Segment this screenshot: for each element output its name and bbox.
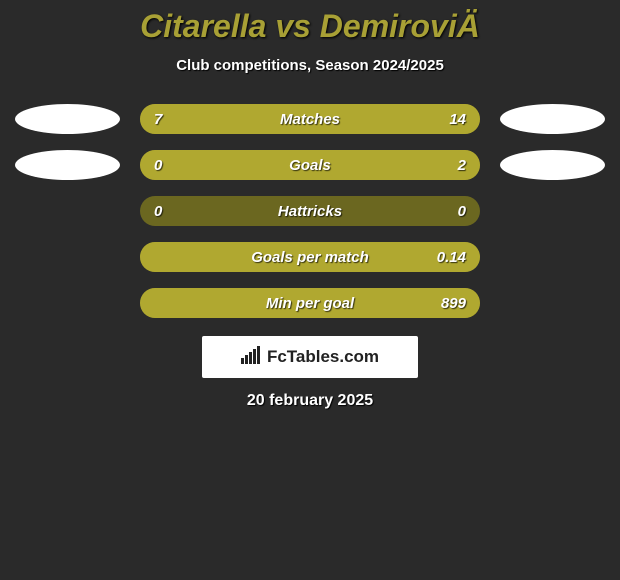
marker-placeholder <box>15 242 120 272</box>
stat-bar: 02Goals <box>140 150 480 180</box>
brand-badge[interactable]: FcTables.com <box>202 336 418 378</box>
page-title: Citarella vs DemiroviÄ <box>0 8 620 45</box>
stat-row: 0.14Goals per match <box>0 242 620 272</box>
stat-row: 02Goals <box>0 150 620 180</box>
stat-rows: 714Matches 02Goals 00Hattricks 0.14Goals pe… <box>0 104 620 318</box>
page-subtitle: Club competitions, Season 2024/2025 <box>0 57 620 74</box>
team-right-marker <box>500 104 605 134</box>
marker-placeholder <box>500 242 605 272</box>
stat-name: Matches <box>140 104 480 134</box>
marker-placeholder <box>15 288 120 318</box>
brand-text: FcTables.com <box>267 347 379 367</box>
stat-name: Hattricks <box>140 196 480 226</box>
team-left-marker <box>15 104 120 134</box>
stat-bar: 00Hattricks <box>140 196 480 226</box>
team-left-marker <box>15 150 120 180</box>
marker-placeholder <box>500 288 605 318</box>
comparison-card: Citarella vs DemiroviÄ Club competitions… <box>0 0 620 410</box>
date-line: 20 february 2025 <box>0 392 620 410</box>
stat-name: Goals per match <box>140 242 480 272</box>
stat-name: Goals <box>140 150 480 180</box>
stat-row: 00Hattricks <box>0 196 620 226</box>
stat-bar: 0.14Goals per match <box>140 242 480 272</box>
stat-bar: 899Min per goal <box>140 288 480 318</box>
stat-bar: 714Matches <box>140 104 480 134</box>
stat-row: 899Min per goal <box>0 288 620 318</box>
stat-row: 714Matches <box>0 104 620 134</box>
chart-bars-icon <box>241 346 263 369</box>
marker-placeholder <box>500 196 605 226</box>
team-right-marker <box>500 150 605 180</box>
stat-name: Min per goal <box>140 288 480 318</box>
marker-placeholder <box>15 196 120 226</box>
